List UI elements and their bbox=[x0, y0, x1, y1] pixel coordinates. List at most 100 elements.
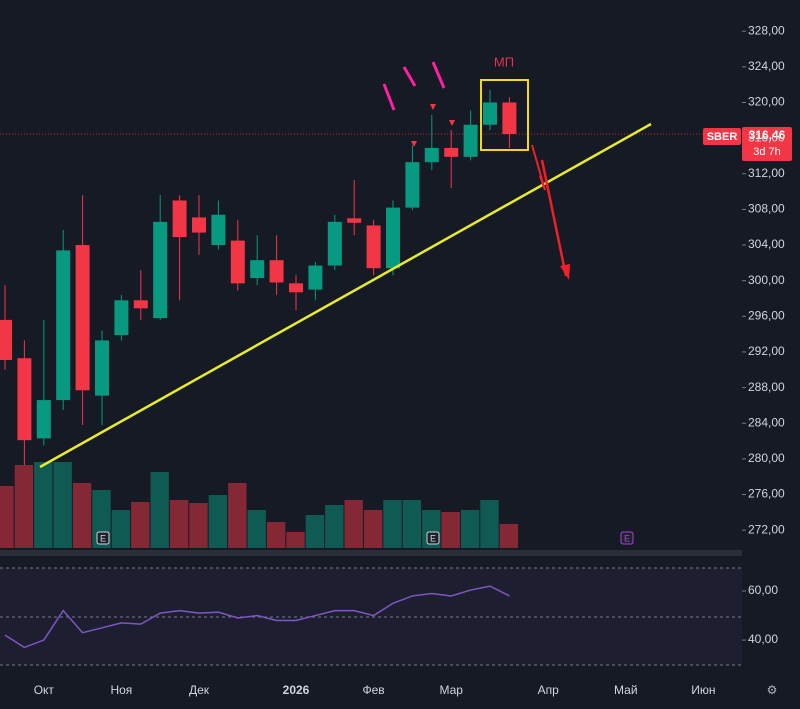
event-label: E bbox=[430, 533, 436, 543]
y-tick-label: 276,00 bbox=[748, 487, 785, 501]
candle-body bbox=[444, 147, 459, 157]
arrow bbox=[540, 159, 568, 277]
candle-body bbox=[502, 102, 517, 135]
volume-bar bbox=[131, 502, 150, 548]
arrow-head bbox=[560, 264, 570, 280]
volume-bar bbox=[402, 500, 422, 548]
y-tick-label: 60,00 bbox=[748, 583, 778, 597]
candle-body bbox=[347, 218, 362, 223]
x-tick-label: Окт bbox=[34, 683, 55, 697]
volume-bar bbox=[72, 483, 92, 548]
candle-body bbox=[483, 102, 497, 125]
volume-bar bbox=[169, 500, 189, 548]
volume-bar bbox=[228, 483, 247, 548]
x-tick-label: Июн bbox=[691, 683, 715, 697]
x-tick-label: 2026 bbox=[283, 683, 310, 697]
candle-body bbox=[327, 221, 342, 266]
y-tick-label: 308,00 bbox=[748, 202, 785, 216]
volume-bar bbox=[499, 524, 519, 548]
y-tick-label: 320,00 bbox=[748, 95, 785, 109]
candle-body bbox=[192, 217, 206, 233]
arrow bbox=[531, 144, 546, 191]
candle-body bbox=[0, 319, 12, 360]
y-tick-label: 312,00 bbox=[748, 166, 785, 180]
y-tick-label: 316,00 bbox=[748, 130, 785, 144]
arrow bbox=[402, 66, 417, 87]
y-tick-label: 296,00 bbox=[748, 308, 785, 322]
candle-body bbox=[133, 300, 148, 309]
volume-bar bbox=[53, 462, 72, 548]
event-marker[interactable] bbox=[620, 531, 634, 545]
candle-body bbox=[269, 260, 284, 283]
candle-body bbox=[250, 260, 265, 279]
candle-body bbox=[56, 250, 71, 401]
countdown: 3d 7h bbox=[753, 146, 781, 158]
volume-bar bbox=[383, 500, 402, 548]
y-tick-label: 300,00 bbox=[748, 273, 785, 287]
volume-bar bbox=[247, 510, 266, 548]
candle-body bbox=[211, 214, 226, 246]
last-price: 316,46 bbox=[749, 128, 786, 142]
arrow bbox=[431, 61, 446, 89]
x-tick-label: Ноя bbox=[110, 683, 132, 697]
signal bbox=[449, 120, 455, 126]
volume-bar bbox=[111, 510, 131, 548]
price-box bbox=[742, 127, 792, 161]
y-tick-label: 40,00 bbox=[748, 632, 778, 646]
candle-body bbox=[17, 358, 32, 441]
candle-body bbox=[289, 283, 303, 293]
y-tick-label: 272,00 bbox=[748, 522, 785, 536]
volume-bar bbox=[363, 510, 383, 548]
x-tick-label: Апр bbox=[538, 683, 560, 697]
x-tick-label: Мар bbox=[439, 683, 463, 697]
candle-body bbox=[75, 245, 90, 391]
y-tick-label: 288,00 bbox=[748, 380, 785, 394]
trend-line bbox=[39, 122, 652, 469]
candle-body bbox=[172, 200, 187, 238]
volume-bar bbox=[0, 486, 14, 548]
rsi-line bbox=[4, 585, 510, 649]
x-tick-label: Фев bbox=[363, 683, 385, 697]
volume-bar bbox=[14, 465, 34, 548]
signal bbox=[411, 141, 417, 147]
candle-body bbox=[424, 147, 439, 163]
volume-bar bbox=[325, 505, 344, 548]
candle-body bbox=[114, 300, 129, 336]
candle-body bbox=[308, 265, 323, 290]
highlight-box bbox=[480, 79, 529, 151]
volume-bar bbox=[344, 500, 363, 548]
volume-bar bbox=[305, 515, 325, 548]
event-marker[interactable] bbox=[96, 531, 110, 545]
candle-body bbox=[95, 340, 109, 396]
candle-body bbox=[463, 124, 478, 157]
marks bbox=[0, 30, 746, 649]
candle-body bbox=[366, 225, 381, 269]
candle-body bbox=[153, 221, 168, 319]
x-tick-label: Дек bbox=[189, 683, 210, 697]
settings-icon[interactable]: ⚙ bbox=[767, 683, 778, 697]
volume-bar bbox=[34, 462, 53, 548]
annotation: МП bbox=[494, 54, 514, 69]
volume-bar bbox=[208, 495, 228, 548]
volume-bar bbox=[286, 532, 305, 548]
volume-bar bbox=[441, 512, 460, 548]
candle-body bbox=[405, 162, 420, 208]
volume-bar bbox=[189, 503, 208, 548]
candle-body bbox=[230, 240, 245, 284]
volume-bar bbox=[266, 522, 286, 548]
volume-bar bbox=[150, 472, 169, 548]
y-tick-label: 328,00 bbox=[748, 23, 785, 37]
y-tick-label: 284,00 bbox=[748, 415, 785, 429]
candle-body bbox=[386, 207, 400, 269]
y-tick-label: 304,00 bbox=[748, 237, 785, 251]
event-label: E bbox=[624, 533, 630, 543]
event-label: E bbox=[100, 533, 106, 543]
ticker-box bbox=[703, 128, 741, 145]
arrow bbox=[382, 83, 396, 111]
event-marker[interactable] bbox=[426, 531, 440, 545]
y-tick-label: 324,00 bbox=[748, 59, 785, 73]
ticker: SBER bbox=[707, 131, 738, 143]
